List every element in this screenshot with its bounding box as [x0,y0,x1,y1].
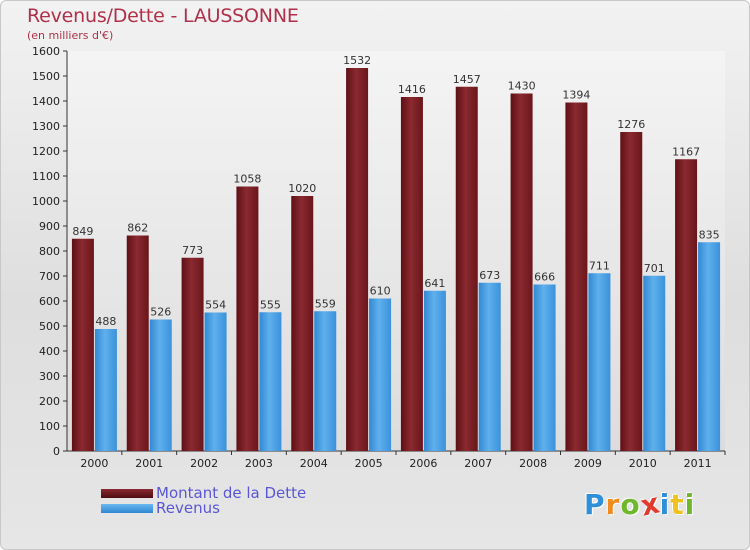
bar-revenue [478,282,501,451]
bar-revenue-value-label: 610 [370,285,391,298]
chart-title: Revenus/Dette - LAUSSONNE [27,5,299,27]
x-tick-label: 2002 [190,457,218,470]
bar-debt [71,238,94,451]
y-tick-label: 0 [53,445,60,458]
y-tick-label: 800 [39,245,60,258]
x-tick-label: 2001 [135,457,163,470]
bar-debt-value-label: 1394 [562,89,590,102]
bar-debt [346,68,369,451]
bar-revenue-value-label: 555 [260,298,281,311]
y-tick-label: 400 [39,345,60,358]
x-tick-label: 2004 [300,457,328,470]
bar-revenue [698,242,721,451]
logo-letter: P [584,488,606,521]
y-tick-label: 1000 [32,195,60,208]
bar-debt-value-label: 1430 [508,80,536,93]
x-tick-label: 2003 [245,457,273,470]
y-tick-label: 1400 [32,95,60,108]
bar-revenue [259,312,282,451]
chart-subtitle: (en milliers d'€) [27,29,114,42]
bar-revenue-value-label: 711 [589,259,610,272]
axes: 0 100 200 300 400 500 600 700 800 900 1000 1100 1200… [32,45,726,458]
bar-debt [455,86,478,451]
x-tick-label: 2000 [80,457,108,470]
bar-debt-value-label: 773 [182,244,203,257]
bar-revenue [369,298,392,451]
bar-chart: 0 100 200 300 400 500 600 700 800 900 1000 1100 1200… [32,45,726,470]
logo-letter: o [620,488,641,521]
logo-letter: t [670,488,685,521]
proxiti-logo: Proxiti [584,486,696,522]
y-tick-label: 1100 [32,170,60,183]
x-tick-label: 2005 [355,457,383,470]
bar-debt-value-label: 1058 [233,173,261,186]
y-tick-label: 1300 [32,120,60,133]
bar-debt [565,102,588,451]
y-tick-label: 300 [39,370,60,383]
legend-label-debt: Montant de la Dette [156,484,307,502]
x-tick-label: 2007 [464,457,492,470]
bar-debt-value-label: 1276 [617,118,645,131]
bar-debt [675,159,698,451]
bar-revenue [533,284,556,451]
bar-revenue [423,290,446,451]
bar-debt-value-label: 849 [72,225,93,238]
labels-group: 2000 849 488 2001 862 526 2002 773 554 2003 1058 55… [72,54,719,470]
bar-debt-value-label: 1457 [453,73,481,86]
bar-debt [510,93,533,451]
y-tick-label: 600 [39,295,60,308]
x-tick-label: 2008 [519,457,547,470]
logo-letter: i [684,488,696,521]
bar-debt [126,235,149,451]
bar-debt-value-label: 1167 [672,145,700,158]
legend-swatch-debt [101,489,153,498]
bar-revenue-value-label: 641 [424,277,445,290]
logo-letter: i [659,488,671,521]
x-tick-label: 2010 [629,457,657,470]
bar-revenue-value-label: 554 [205,299,226,312]
y-tick-label: 900 [39,220,60,233]
x-tick-label: 2009 [574,457,602,470]
bar-debt-value-label: 1020 [288,182,316,195]
bar-revenue [204,312,227,451]
bar-revenue-value-label: 701 [644,262,665,275]
bar-revenue-value-label: 559 [315,297,336,310]
plot-area [67,51,725,451]
bar-revenue-value-label: 488 [95,315,116,328]
bar-debt-value-label: 1416 [398,83,426,96]
x-tick-label: 2011 [684,457,712,470]
legend-swatch-revenue [101,504,153,513]
bar-debt [236,186,259,451]
bar-debt-value-label: 862 [127,222,148,235]
bars-group [71,68,721,451]
x-tick-label: 2006 [409,457,437,470]
bar-revenue-value-label: 835 [699,228,720,241]
bar-revenue [588,273,611,451]
bar-debt [400,97,423,451]
y-tick-label: 1200 [32,145,60,158]
bar-revenue [94,329,117,451]
bar-revenue-value-label: 666 [534,271,555,284]
bar-revenue [314,311,337,451]
y-tick-label: 100 [39,420,60,433]
logo-letter: r [605,488,621,521]
bar-debt [291,196,314,451]
bar-revenue [643,275,666,451]
bar-revenue [149,319,172,451]
bar-revenue-value-label: 673 [479,269,500,282]
y-tick-label: 200 [39,395,60,408]
y-tick-label: 700 [39,270,60,283]
bar-revenue-value-label: 526 [150,306,171,319]
legend-label-revenue: Revenus [156,499,220,517]
y-tick-label: 1500 [32,70,60,83]
y-tick-label: 1600 [32,45,60,58]
bar-debt [181,257,204,451]
bar-debt [620,132,643,451]
bar-debt-value-label: 1532 [343,54,371,67]
y-tick-label: 500 [39,320,60,333]
